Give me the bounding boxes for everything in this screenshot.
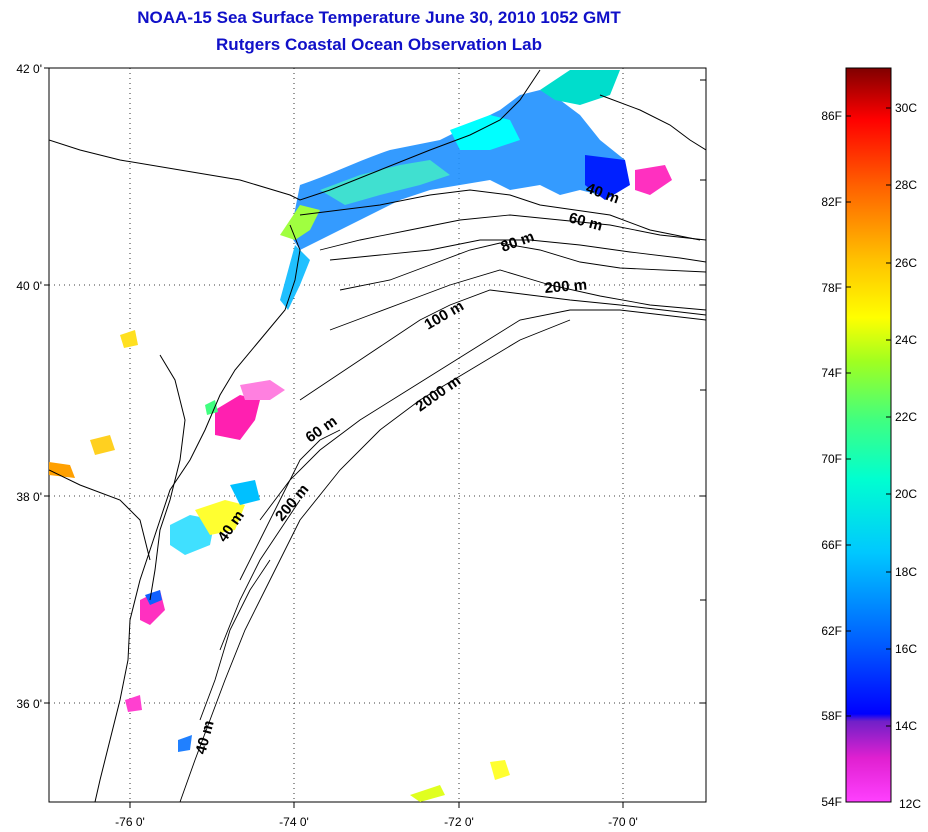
celsius-label: 14C xyxy=(895,719,917,733)
colorbar-fahrenheit-labels: 86F 82F 78F 74F 70F 66F 62F 58F 54F xyxy=(821,109,842,809)
map-subtitle: Rutgers Coastal Ocean Observation Lab xyxy=(216,35,542,54)
lat-tick-label: 42 0' xyxy=(16,62,42,76)
fahrenheit-label: 70F xyxy=(821,452,842,466)
lon-tick-label: -70 0' xyxy=(608,815,638,829)
lon-tick-label: -76 0' xyxy=(115,815,145,829)
map-title: NOAA-15 Sea Surface Temperature June 30,… xyxy=(137,8,621,27)
lat-tick-label: 36 0' xyxy=(16,697,42,711)
colorbar-celsius-labels: 30C 28C 26C 24C 22C 20C 18C 16C 14C 12C xyxy=(895,101,921,811)
celsius-label: 28C xyxy=(895,178,917,192)
latitude-labels: 42 0' 40 0' 38 0' 36 0' xyxy=(16,62,42,711)
sst-patches xyxy=(49,70,672,802)
longitude-labels: -76 0' -74 0' -72 0' -70 0' xyxy=(115,815,638,829)
colorbar xyxy=(845,67,892,803)
axis-ticks xyxy=(44,67,706,808)
lat-tick-label: 38 0' xyxy=(16,490,42,504)
coastline xyxy=(49,69,706,802)
celsius-label: 30C xyxy=(895,101,917,115)
colorbar-ticks xyxy=(846,107,891,727)
bathymetry-contours xyxy=(179,214,706,802)
fahrenheit-label: 78F xyxy=(821,281,842,295)
fahrenheit-label: 62F xyxy=(821,624,842,638)
celsius-label: 22C xyxy=(895,410,917,424)
celsius-label: 24C xyxy=(895,333,917,347)
celsius-label: 12C xyxy=(899,797,921,811)
fahrenheit-label: 86F xyxy=(821,109,842,123)
fahrenheit-label: 54F xyxy=(821,795,842,809)
fahrenheit-label: 66F xyxy=(821,538,842,552)
celsius-label: 16C xyxy=(895,642,917,656)
lon-tick-label: -74 0' xyxy=(279,815,309,829)
lat-tick-label: 40 0' xyxy=(16,279,42,293)
fahrenheit-label: 82F xyxy=(821,195,842,209)
fahrenheit-label: 58F xyxy=(821,709,842,723)
celsius-label: 18C xyxy=(895,565,917,579)
contour-label: 200 m xyxy=(544,276,588,297)
celsius-label: 26C xyxy=(895,256,917,270)
celsius-label: 20C xyxy=(895,487,917,501)
lon-tick-label: -72 0' xyxy=(444,815,474,829)
fahrenheit-label: 74F xyxy=(821,366,842,380)
